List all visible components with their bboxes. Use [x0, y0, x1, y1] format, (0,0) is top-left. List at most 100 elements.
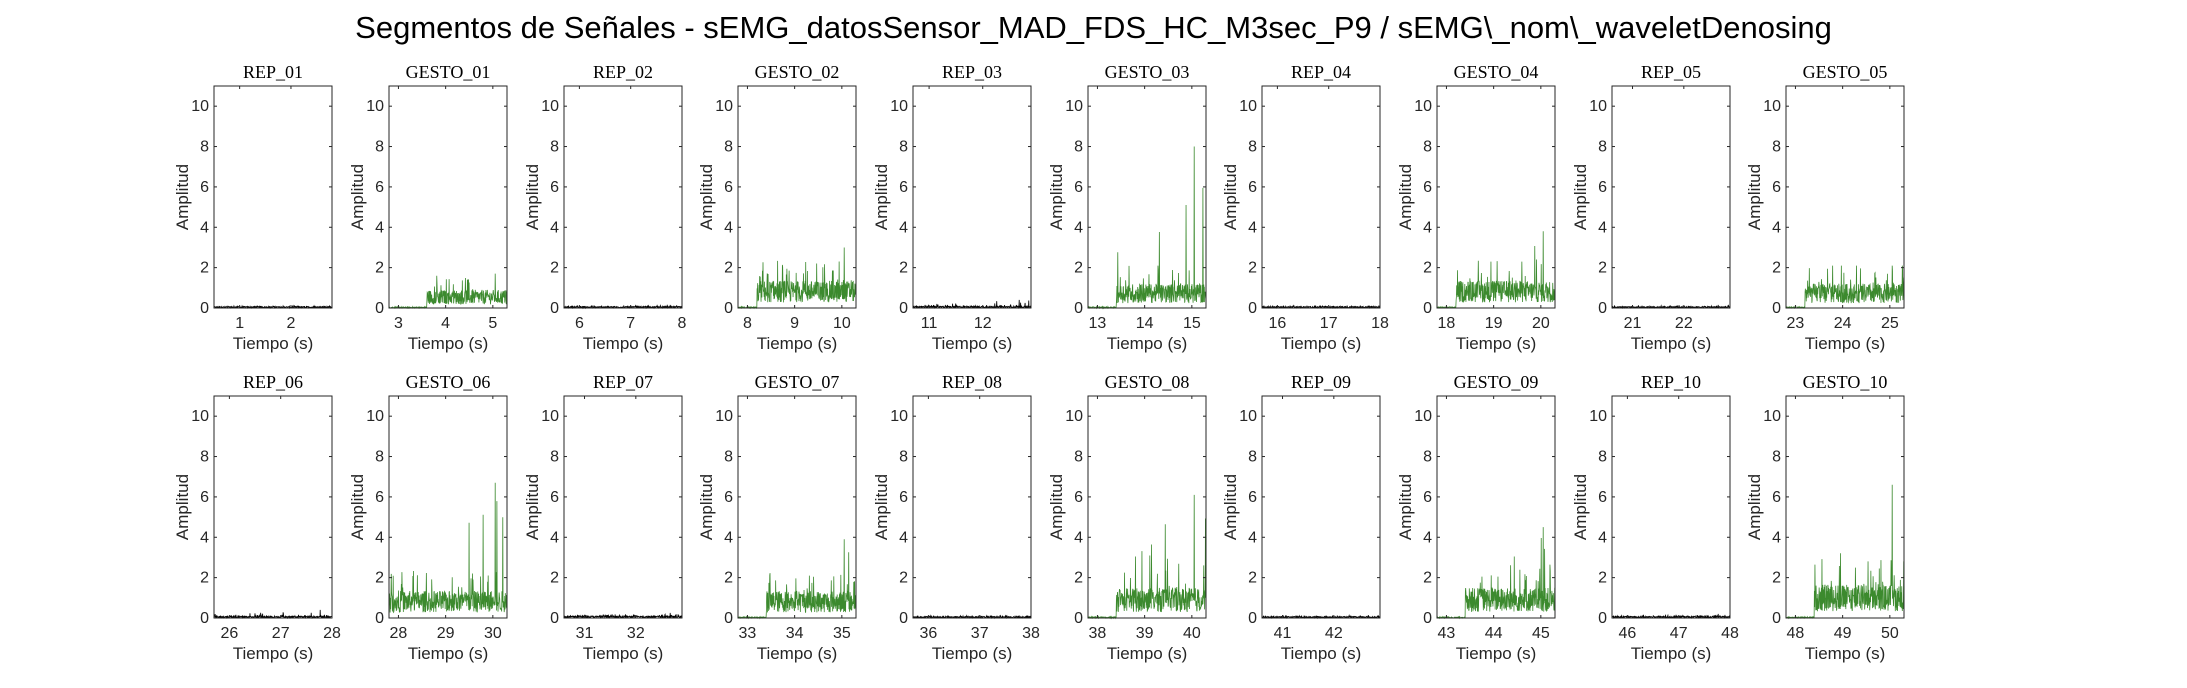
- y-tick-label: 8: [375, 449, 384, 466]
- y-tick-label: 2: [200, 260, 209, 277]
- axes-box: [213, 395, 333, 619]
- x-axis-label: Tiempo (s): [408, 334, 489, 353]
- y-axis-label: Amplitud: [872, 474, 891, 540]
- x-tick-label: 8: [678, 315, 687, 332]
- subplot-title: GESTO_03: [1105, 62, 1190, 82]
- y-tick-label: 2: [550, 260, 559, 277]
- x-tick-label: 4: [441, 315, 450, 332]
- x-axis-label: Tiempo (s): [1456, 644, 1537, 663]
- y-tick-label: 8: [724, 139, 733, 156]
- subplot-title: REP_04: [1291, 62, 1351, 82]
- y-axis-label: Amplitud: [1571, 164, 1590, 230]
- y-tick-label: 8: [200, 139, 209, 156]
- y-axis-label: Amplitud: [872, 164, 891, 230]
- y-tick-label: 2: [1074, 570, 1083, 587]
- y-tick-label: 6: [1423, 179, 1432, 196]
- y-tick-label: 4: [550, 219, 559, 236]
- x-axis-label: Tiempo (s): [757, 334, 838, 353]
- y-tick-label: 2: [375, 260, 384, 277]
- x-tick-label: 38: [1089, 625, 1107, 642]
- y-tick-label: 4: [899, 529, 908, 546]
- signal-trace: [213, 304, 333, 310]
- subplot-17: 0 2 4 6 8 10 41 42 REP_09 Tiempo (s) Amplitud: [1221, 372, 1381, 663]
- y-tick-label: 8: [1772, 139, 1781, 156]
- x-axis-label: Tiempo (s): [932, 644, 1013, 663]
- y-tick-label: 2: [1248, 570, 1257, 587]
- y-tick-label: 4: [375, 219, 384, 236]
- y-tick-label: 10: [366, 408, 384, 425]
- x-tick-label: 26: [220, 625, 238, 642]
- y-tick-label: 0: [1248, 300, 1257, 317]
- y-tick-label: 10: [715, 408, 733, 425]
- y-axis-label: Amplitud: [1571, 474, 1590, 540]
- y-tick-label: 4: [1772, 529, 1781, 546]
- y-tick-label: 6: [1598, 179, 1607, 196]
- y-tick-label: 6: [550, 489, 559, 506]
- signal-trace: [737, 247, 857, 310]
- y-tick-label: 4: [1598, 529, 1607, 546]
- y-axis-label: Amplitud: [1396, 164, 1415, 230]
- y-tick-label: 10: [191, 98, 209, 115]
- x-axis-label: Tiempo (s): [757, 644, 838, 663]
- subplot-title: GESTO_02: [755, 62, 840, 82]
- x-tick-label: 18: [1371, 315, 1389, 332]
- y-tick-label: 8: [1423, 139, 1432, 156]
- y-tick-label: 10: [191, 408, 209, 425]
- x-tick-label: 35: [833, 625, 851, 642]
- y-tick-label: 4: [1423, 219, 1432, 236]
- subplot-title: REP_01: [243, 62, 303, 82]
- y-tick-label: 0: [724, 610, 733, 627]
- y-tick-label: 6: [200, 489, 209, 506]
- x-tick-label: 1: [235, 315, 244, 332]
- x-tick-label: 11: [921, 315, 938, 332]
- signal-trace: [563, 612, 683, 619]
- y-tick-label: 0: [1248, 610, 1257, 627]
- x-tick-label: 48: [1787, 625, 1805, 642]
- x-tick-label: 20: [1532, 315, 1550, 332]
- y-tick-label: 8: [1423, 449, 1432, 466]
- y-axis-label: Amplitud: [173, 164, 192, 230]
- y-tick-label: 2: [724, 260, 733, 277]
- signal-trace: [1087, 146, 1207, 310]
- subplot-8: 0 2 4 6 8 10 18 19 20 GESTO_04 Tiempo (s) Amplitud: [1396, 62, 1556, 353]
- y-tick-label: 10: [1239, 408, 1257, 425]
- y-tick-label: 10: [1589, 98, 1607, 115]
- subplot-5: 0 2 4 6 8 10 11 12 REP_03 Tiempo (s) Amplitud: [872, 62, 1032, 353]
- x-tick-label: 44: [1485, 625, 1503, 642]
- y-tick-label: 0: [375, 610, 384, 627]
- y-tick-label: 2: [724, 570, 733, 587]
- x-axis-label: Tiempo (s): [1631, 334, 1712, 353]
- subplot-18: 0 2 4 6 8 10 43 44 45 GESTO_09 Tiempo (s) Amplitud: [1396, 372, 1556, 663]
- subplot-4: 0 2 4 6 8 10 8 9 10 GESTO_02 Tiempo (s) Amplitud: [697, 62, 857, 353]
- y-tick-label: 0: [1598, 610, 1607, 627]
- x-axis-label: Tiempo (s): [932, 334, 1013, 353]
- y-axis-label: Amplitud: [1047, 164, 1066, 230]
- x-axis-label: Tiempo (s): [583, 334, 664, 353]
- y-tick-label: 2: [1248, 260, 1257, 277]
- x-tick-label: 12: [974, 315, 992, 332]
- subplot-title: REP_10: [1641, 372, 1701, 392]
- y-tick-label: 8: [1074, 449, 1083, 466]
- y-tick-label: 4: [1772, 219, 1781, 236]
- y-tick-label: 10: [1239, 98, 1257, 115]
- x-axis-label: Tiempo (s): [1805, 334, 1886, 353]
- axes-box: [1087, 85, 1207, 309]
- y-tick-label: 2: [1598, 570, 1607, 587]
- y-tick-label: 6: [899, 489, 908, 506]
- y-tick-label: 10: [715, 98, 733, 115]
- x-tick-label: 50: [1881, 625, 1899, 642]
- y-tick-label: 6: [1423, 489, 1432, 506]
- y-axis-label: Amplitud: [523, 164, 542, 230]
- x-tick-label: 3: [394, 315, 403, 332]
- y-tick-label: 8: [1248, 139, 1257, 156]
- x-axis-label: Tiempo (s): [1631, 644, 1712, 663]
- signal-trace: [912, 614, 1032, 620]
- y-tick-label: 4: [724, 529, 733, 546]
- y-axis-label: Amplitud: [1396, 474, 1415, 540]
- y-tick-label: 6: [899, 179, 908, 196]
- y-tick-label: 4: [1423, 529, 1432, 546]
- y-tick-label: 4: [200, 219, 209, 236]
- signal-trace: [388, 273, 508, 310]
